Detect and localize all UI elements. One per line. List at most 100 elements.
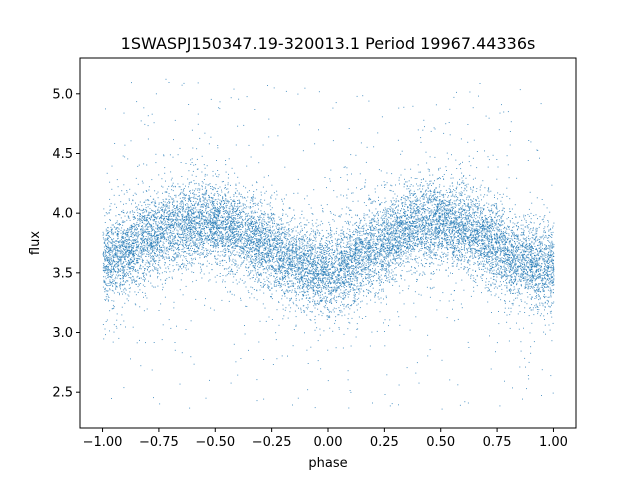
- data-point: [450, 216, 452, 218]
- data-point: [551, 260, 553, 261]
- data-point: [291, 270, 293, 272]
- data-point: [449, 203, 451, 205]
- data-point: [159, 233, 161, 235]
- data-point: [298, 257, 300, 259]
- data-point: [363, 269, 365, 271]
- data-point: [302, 238, 304, 240]
- data-point: [332, 286, 334, 288]
- data-point: [181, 249, 183, 250]
- data-point: [403, 253, 405, 255]
- data-point: [547, 285, 549, 287]
- data-point: [549, 264, 551, 266]
- data-point: [298, 238, 299, 240]
- data-point: [306, 195, 308, 197]
- data-point: [281, 260, 283, 262]
- data-point: [115, 228, 117, 230]
- data-point: [459, 194, 461, 196]
- data-point: [385, 215, 387, 217]
- data-point: [421, 244, 423, 246]
- data-point: [446, 217, 448, 219]
- data-point: [418, 249, 420, 251]
- data-point: [432, 238, 434, 240]
- data-point: [341, 252, 343, 254]
- data-point: [401, 255, 403, 257]
- data-point: [230, 223, 232, 224]
- data-point: [460, 168, 462, 170]
- data-point: [475, 203, 477, 205]
- data-point: [353, 294, 355, 296]
- data-point: [161, 215, 163, 216]
- data-point: [283, 236, 285, 238]
- data-point: [401, 202, 403, 204]
- data-point: [481, 278, 483, 279]
- data-point: [387, 255, 389, 257]
- data-point: [162, 186, 164, 188]
- data-point: [194, 226, 196, 228]
- data-point: [254, 249, 256, 251]
- data-point: [341, 229, 343, 231]
- data-point: [291, 265, 293, 267]
- data-point: [524, 250, 526, 252]
- data-point: [485, 217, 486, 219]
- data-point: [299, 231, 301, 233]
- data-point: [259, 242, 261, 244]
- data-point: [177, 204, 178, 206]
- data-point: [310, 228, 312, 230]
- data-point: [551, 259, 553, 261]
- data-point: [155, 236, 157, 238]
- data-point: [511, 263, 513, 265]
- data-point: [302, 236, 304, 238]
- data-point: [273, 276, 275, 278]
- data-point: [441, 243, 443, 245]
- data-point: [328, 284, 329, 286]
- data-point: [517, 246, 519, 248]
- data-point: [485, 215, 487, 216]
- data-point: [265, 231, 267, 233]
- data-point: [360, 227, 362, 229]
- data-point: [347, 188, 349, 190]
- data-point: [293, 243, 295, 245]
- data-point: [221, 242, 223, 244]
- data-point: [368, 277, 370, 279]
- data-point: [395, 231, 397, 233]
- data-point: [166, 188, 168, 190]
- data-point: [168, 210, 170, 212]
- data-point: [258, 341, 260, 343]
- data-point: [157, 249, 159, 251]
- data-point: [116, 313, 118, 315]
- data-point: [234, 215, 236, 216]
- data-point: [230, 97, 232, 99]
- data-point: [337, 275, 339, 277]
- data-point: [358, 243, 360, 245]
- data-point: [209, 200, 211, 202]
- data-point: [453, 220, 455, 222]
- data-point: [289, 272, 291, 274]
- data-point: [426, 189, 428, 191]
- data-point: [273, 244, 275, 246]
- data-point: [473, 290, 475, 292]
- data-point: [302, 280, 304, 282]
- data-point: [157, 285, 159, 287]
- data-point: [320, 311, 322, 313]
- data-point: [454, 257, 456, 258]
- data-point: [398, 177, 400, 179]
- data-point: [312, 262, 314, 264]
- data-point: [394, 237, 396, 239]
- data-point: [228, 233, 230, 235]
- data-point: [391, 214, 393, 216]
- data-point: [530, 298, 532, 300]
- data-point: [197, 234, 199, 236]
- data-point: [173, 249, 175, 251]
- data-point: [518, 242, 520, 244]
- data-point: [428, 170, 430, 172]
- data-point: [131, 282, 133, 284]
- data-point: [508, 234, 510, 236]
- data-point: [243, 250, 245, 252]
- data-point: [360, 250, 362, 252]
- data-point: [340, 292, 342, 294]
- data-point: [534, 245, 536, 247]
- data-point: [146, 164, 148, 166]
- data-point: [463, 183, 465, 185]
- data-point: [245, 207, 247, 209]
- data-point: [252, 261, 254, 263]
